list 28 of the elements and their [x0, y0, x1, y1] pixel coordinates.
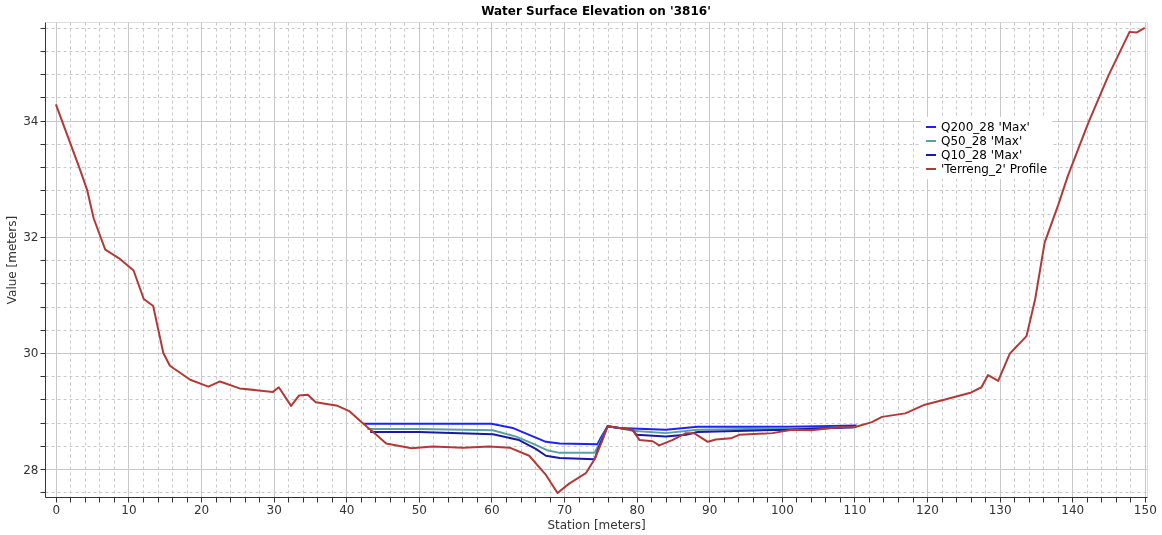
x-tick-label: 0 — [52, 502, 61, 517]
x-tick-label: 30 — [266, 502, 282, 517]
x-tick-label: 70 — [556, 502, 573, 517]
x-tick-label: 20 — [193, 502, 210, 517]
x-tick-label: 120 — [916, 502, 939, 517]
x-tick-label: 80 — [629, 502, 645, 517]
y-tick-label: 28 — [23, 462, 39, 477]
y-tick-label: 34 — [23, 114, 39, 129]
y-axis-title: Value [meters] — [5, 215, 20, 305]
x-tick-label: 60 — [484, 502, 500, 517]
x-tick-label: 110 — [843, 502, 867, 517]
legend-label: Q10_28 'Max' — [941, 148, 1023, 162]
legend-label: Q200_28 'Max' — [941, 120, 1030, 134]
x-tick-label: 130 — [988, 502, 1012, 517]
x-tick-label: 150 — [1133, 502, 1157, 517]
x-tick-label: 140 — [1061, 502, 1085, 517]
x-axis-title: Station [meters] — [547, 517, 646, 532]
y-tick-label: 32 — [23, 230, 39, 245]
chart-title: Water Surface Elevation on '3816' — [481, 3, 711, 18]
x-tick-label: 10 — [121, 502, 137, 517]
legend-label: Q50_28 'Max' — [941, 134, 1023, 148]
legend-label: 'Terreng_2' Profile — [941, 162, 1048, 176]
x-tick-label: 100 — [770, 502, 794, 517]
line-series — [54, 26, 1146, 494]
x-tick-label: 50 — [411, 502, 428, 517]
y-tick-label: 30 — [23, 346, 39, 361]
x-tick-label: 90 — [702, 502, 718, 517]
x-tick-label: 40 — [339, 502, 355, 517]
